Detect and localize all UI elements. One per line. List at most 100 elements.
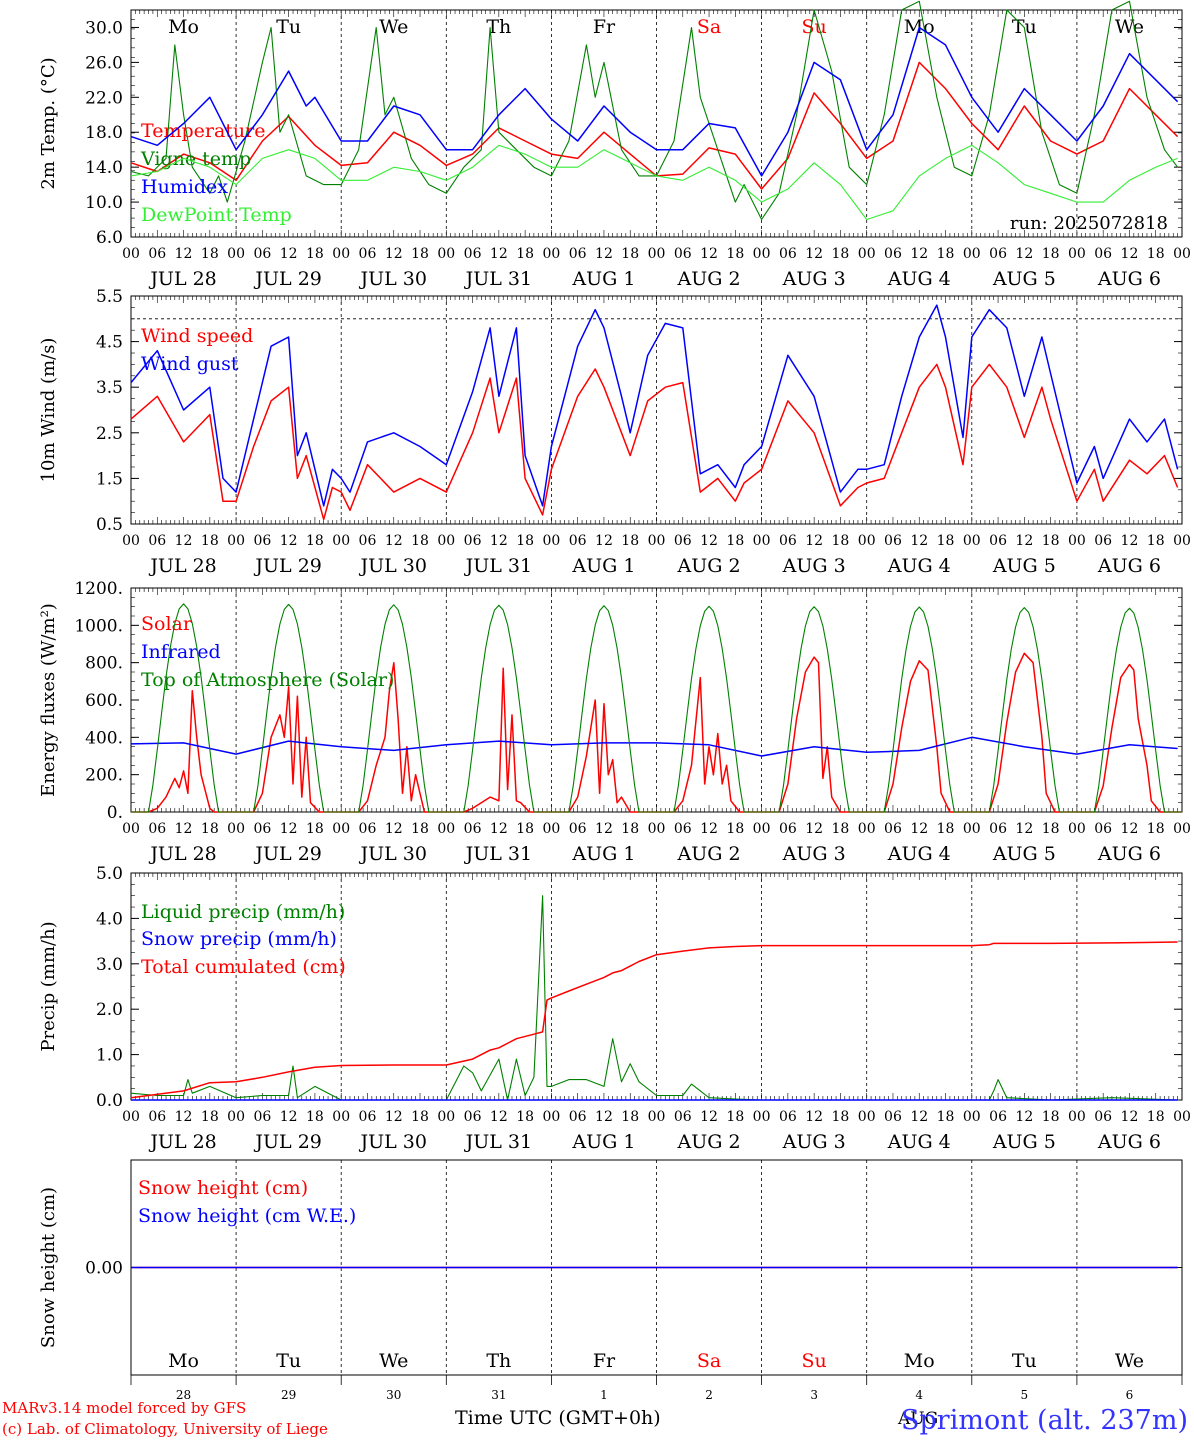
hour-tick-label: 00 <box>963 533 981 549</box>
weekday-label: We <box>379 1350 408 1372</box>
legend-label: Humidex <box>141 176 228 198</box>
hour-tick-label: 18 <box>201 246 219 262</box>
weekday-label: Mo <box>168 16 199 38</box>
y-tick-label: 400. <box>85 728 123 748</box>
hour-tick-label: 18 <box>832 533 850 549</box>
hour-tick-label: 12 <box>595 246 613 262</box>
hour-tick-label: 12 <box>910 821 928 837</box>
panel-3: 0. 200. 400. 600. 800. 1000. 1200. Energy fluxe… <box>38 579 1191 865</box>
hour-tick-label: 06 <box>779 533 797 549</box>
hour-tick-label: 12 <box>595 821 613 837</box>
day-number-label: 30 <box>386 1388 401 1402</box>
date-label: AUG 6 <box>1097 555 1161 577</box>
legend-label: Wind speed <box>141 325 253 347</box>
date-label: AUG 1 <box>571 268 635 290</box>
date-label: AUG 3 <box>782 843 846 865</box>
hour-tick-label: 18 <box>306 821 324 837</box>
hour-tick-label: 00 <box>122 821 140 837</box>
hour-tick-label: 18 <box>411 246 429 262</box>
legend-label: Vigne temp <box>140 148 251 170</box>
y-tick-label: 14.0 <box>85 158 123 178</box>
hour-tick-label: 12 <box>700 533 718 549</box>
y-tick-label: 1000. <box>74 616 123 636</box>
hour-tick-label: 00 <box>963 1109 981 1125</box>
hour-tick-label: 00 <box>122 1109 140 1125</box>
date-label: AUG 3 <box>782 268 846 290</box>
date-label: JUL 31 <box>464 843 532 865</box>
hour-tick-label: 00 <box>858 533 876 549</box>
date-label: AUG 2 <box>677 1131 741 1153</box>
hour-tick-label: 06 <box>148 246 166 262</box>
hour-tick-label: 12 <box>175 533 193 549</box>
weekday-label: We <box>1115 16 1144 38</box>
hour-tick-label: 00 <box>437 1109 455 1125</box>
hour-tick-label: 12 <box>1121 1109 1139 1125</box>
hour-tick-label: 12 <box>910 533 928 549</box>
hour-tick-label: 00 <box>1068 821 1086 837</box>
y-axis-title: 2m Temp. (°C) <box>38 57 59 189</box>
hour-tick-label: 12 <box>175 1109 193 1125</box>
legend-label: Liquid precip (mm/h) <box>141 901 345 923</box>
hour-tick-label: 18 <box>1147 821 1165 837</box>
date-label: JUL 28 <box>148 843 216 865</box>
hour-tick-label: 06 <box>779 246 797 262</box>
hour-tick-label: 00 <box>648 1109 666 1125</box>
hour-tick-label: 12 <box>1015 1109 1033 1125</box>
date-label: AUG 5 <box>992 843 1056 865</box>
hour-tick-label: 06 <box>1094 533 1112 549</box>
hour-tick-label: 06 <box>464 1109 482 1125</box>
hour-tick-label: 06 <box>989 1109 1007 1125</box>
hour-tick-label: 00 <box>753 246 771 262</box>
hour-tick-label: 06 <box>1094 246 1112 262</box>
weekday-label: We <box>1115 1350 1144 1372</box>
hour-tick-label: 06 <box>359 1109 377 1125</box>
date-label: JUL 30 <box>359 1131 427 1153</box>
hour-tick-label: 00 <box>227 821 245 837</box>
y-tick-label: 6.0 <box>96 228 123 248</box>
hour-tick-label: 06 <box>884 246 902 262</box>
hour-tick-label: 06 <box>148 821 166 837</box>
hour-tick-label: 06 <box>1094 821 1112 837</box>
weekday-label: Mo <box>904 1350 935 1372</box>
hour-tick-label: 00 <box>963 246 981 262</box>
y-tick-label: 18.0 <box>85 123 123 143</box>
hour-tick-label: 00 <box>753 533 771 549</box>
weekday-label: We <box>379 16 408 38</box>
hour-tick-label: 06 <box>989 821 1007 837</box>
weekday-label: Th <box>486 16 511 38</box>
hour-tick-label: 06 <box>989 246 1007 262</box>
hour-tick-label: 18 <box>201 1109 219 1125</box>
hour-tick-label: 00 <box>963 821 981 837</box>
panel-2: 0.5 1.5 2.5 3.5 4.5 5.5 10m Wind (m/s) Wind spe… <box>38 287 1191 577</box>
hour-tick-label: 18 <box>1042 533 1060 549</box>
hour-tick-label: 00 <box>227 1109 245 1125</box>
y-axis-title: 10m Wind (m/s) <box>38 338 59 483</box>
date-label: AUG 4 <box>887 268 951 290</box>
day-number-label: 2 <box>705 1388 713 1402</box>
hour-tick-label: 06 <box>569 1109 587 1125</box>
day-number-label: 6 <box>1126 1388 1134 1402</box>
hour-tick-label: 00 <box>227 533 245 549</box>
hour-tick-label: 06 <box>674 821 692 837</box>
hour-tick-label: 00 <box>542 533 560 549</box>
y-tick-label: 800. <box>85 654 123 674</box>
hour-tick-label: 18 <box>726 533 744 549</box>
hour-tick-label: 06 <box>674 246 692 262</box>
hour-tick-label: 18 <box>306 533 324 549</box>
hour-tick-label: 12 <box>385 533 403 549</box>
hour-tick-label: 06 <box>569 246 587 262</box>
hour-tick-label: 12 <box>1121 533 1139 549</box>
date-label: AUG 4 <box>887 843 951 865</box>
hour-tick-label: 00 <box>1173 246 1191 262</box>
hour-tick-label: 12 <box>910 246 928 262</box>
panel-4: 0.0 1.0 2.0 3.0 4.0 5.0 Precip (mm/h) Liquid pr… <box>38 864 1191 1153</box>
hour-tick-label: 00 <box>1173 1109 1191 1125</box>
date-label: JUL 28 <box>148 555 216 577</box>
date-label: JUL 29 <box>253 1131 321 1153</box>
weekday-label: Fr <box>593 16 616 38</box>
hour-tick-label: 18 <box>832 821 850 837</box>
date-label: AUG 5 <box>992 268 1056 290</box>
legend-label: Solar <box>141 613 193 635</box>
y-axis-title: Snow height (cm) <box>38 1187 59 1348</box>
hour-tick-label: 00 <box>122 533 140 549</box>
